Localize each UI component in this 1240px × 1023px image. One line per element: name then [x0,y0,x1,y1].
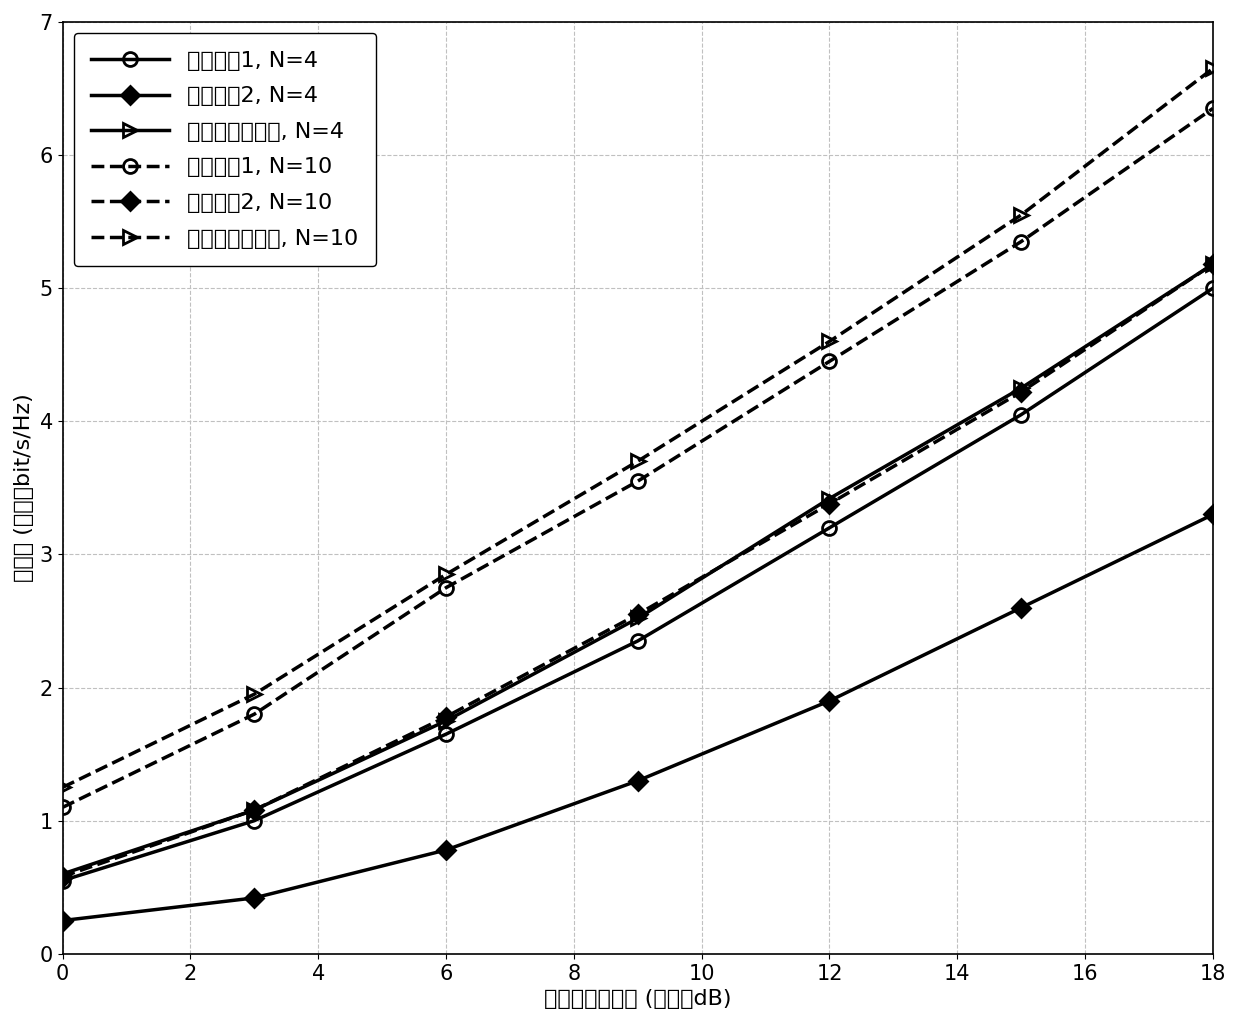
已有算法1, N=10 [1205,102,1220,115]
已有算法2, N=4 [1014,602,1029,614]
本专利所提算法, N=4 [439,715,454,727]
Line: 已有算法1, N=10: 已有算法1, N=10 [56,101,1220,814]
已有算法1, N=4 [1205,282,1220,295]
Line: 本专利所提算法, N=4: 本专利所提算法, N=4 [56,257,1220,881]
已有算法1, N=10 [439,581,454,593]
本专利所提算法, N=10 [439,568,454,580]
已有算法2, N=10 [822,498,837,510]
已有算法1, N=4 [55,875,69,887]
Line: 已有算法2, N=4: 已有算法2, N=4 [56,508,1219,927]
已有算法2, N=4 [630,774,645,787]
已有算法2, N=4 [1205,508,1220,521]
已有算法2, N=10 [439,711,454,723]
本专利所提算法, N=4 [822,492,837,504]
已有算法2, N=10 [630,609,645,621]
X-axis label: 中继总功率约束 (单位：dB): 中继总功率约束 (单位：dB) [544,989,732,1009]
Line: 已有算法2, N=10: 已有算法2, N=10 [56,258,1219,883]
已有算法1, N=4 [439,728,454,741]
本专利所提算法, N=10 [247,688,262,701]
本专利所提算法, N=4 [1205,258,1220,270]
本专利所提算法, N=10 [1205,62,1220,75]
Y-axis label: 和速率 (单位：bit/s/Hz): 和速率 (单位：bit/s/Hz) [14,394,33,582]
本专利所提算法, N=10 [822,336,837,348]
已有算法1, N=4 [1014,408,1029,420]
本专利所提算法, N=4 [1014,382,1029,394]
已有算法1, N=4 [822,522,837,534]
已有算法1, N=4 [247,814,262,827]
本专利所提算法, N=4 [630,612,645,624]
已有算法1, N=10 [822,355,837,367]
已有算法1, N=10 [1014,235,1029,248]
已有算法2, N=10 [55,871,69,883]
本专利所提算法, N=10 [630,455,645,468]
本专利所提算法, N=10 [1014,209,1029,221]
Line: 已有算法1, N=4: 已有算法1, N=4 [56,281,1220,888]
本专利所提算法, N=4 [55,868,69,880]
已有算法2, N=4 [247,892,262,904]
本专利所提算法, N=10 [55,782,69,794]
已有算法1, N=10 [247,708,262,720]
Legend: 已有算法1, N=4, 已有算法2, N=4, 本专利所提算法, N=4, 已有算法1, N=10, 已有算法2, N=10, 本专利所提算法, N=10: 已有算法1, N=4, 已有算法2, N=4, 本专利所提算法, N=4, 已有… [73,33,376,266]
已有算法1, N=10 [630,475,645,487]
已有算法2, N=4 [822,695,837,707]
本专利所提算法, N=4 [247,804,262,816]
已有算法2, N=4 [439,844,454,856]
已有算法1, N=10 [55,801,69,813]
Line: 本专利所提算法, N=10: 本专利所提算法, N=10 [56,61,1220,794]
已有算法2, N=10 [247,804,262,816]
已有算法2, N=10 [1014,386,1029,398]
已有算法1, N=4 [630,635,645,648]
已有算法2, N=10 [1205,258,1220,270]
已有算法2, N=4 [55,915,69,927]
